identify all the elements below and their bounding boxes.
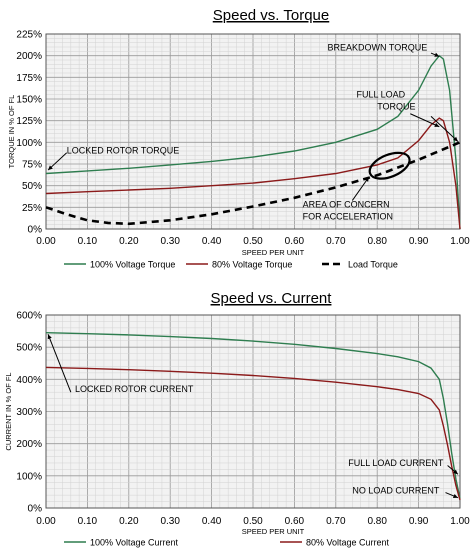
annotation-label: FULL LOAD CURRENT <box>348 458 444 468</box>
x-tick-label: 0.40 <box>202 236 222 247</box>
y-tick-label: 0% <box>28 504 43 515</box>
callout-arrows <box>47 334 459 499</box>
x-tick-label: 1.00 <box>450 516 470 527</box>
legend-item: 100% Voltage Current <box>64 538 179 548</box>
annotation-label: AREA OF CONCERN <box>303 199 390 209</box>
x-tick-label: 0.30 <box>160 516 180 527</box>
y-tick-label: 0% <box>28 225 43 236</box>
x-tick-label: 0.20 <box>119 236 139 247</box>
arrowhead <box>434 52 440 57</box>
arrowhead <box>364 177 369 182</box>
x-tick-label: 0.80 <box>367 236 387 247</box>
chart-title: Speed vs. Torque <box>213 7 329 24</box>
arrowhead <box>47 334 52 340</box>
y-tick-label: 100% <box>16 471 42 482</box>
annotation-label: BREAKDOWN TORQUE <box>328 42 428 52</box>
arrowhead <box>452 493 458 498</box>
grid <box>45 314 461 509</box>
x-tick-label: 0.90 <box>409 516 429 527</box>
y-tick-label: 75% <box>22 160 42 171</box>
arrowhead <box>434 122 440 127</box>
arrowhead <box>453 136 458 142</box>
y-tick-label: 600% <box>16 311 42 322</box>
x-tick-label: 0.90 <box>409 236 429 247</box>
annotation-label: NO LOAD CURRENT <box>352 486 440 496</box>
x-tick-label: 0.00 <box>36 236 56 247</box>
legend-label: 100% Voltage Current <box>90 538 179 548</box>
arrowhead <box>48 165 53 171</box>
y-tick-label: 200% <box>16 51 42 62</box>
y-axis-label: CURRENT IN % OF FL <box>4 372 13 450</box>
series-line-2 <box>45 117 461 230</box>
y-tick-label: 150% <box>16 95 42 106</box>
x-tick-label: 0.60 <box>285 516 305 527</box>
grid <box>45 33 461 230</box>
annotation-label: LOCKED ROTOR TORQUE <box>67 146 180 156</box>
area-of-concern-ellipse <box>368 151 411 180</box>
series-line-2 <box>45 366 461 501</box>
legend-label: 80% Voltage Torque <box>212 260 292 270</box>
legend-item: 100% Voltage Torque <box>64 260 175 270</box>
plot-border <box>45 33 461 230</box>
y-tick-label: 125% <box>16 116 42 127</box>
x-tick-label: 0.00 <box>36 516 56 527</box>
legend-item: Load Torque <box>322 260 398 270</box>
x-tick-label: 0.70 <box>326 516 346 527</box>
x-tick-label: 1.00 <box>450 236 470 247</box>
series-line-1 <box>45 54 461 230</box>
y-tick-label: 50% <box>22 181 42 192</box>
callout-arrow <box>47 334 72 393</box>
legend-item: 80% Voltage Current <box>280 538 390 548</box>
y-tick-label: 100% <box>16 138 42 149</box>
x-tick-label: 0.10 <box>78 236 98 247</box>
legend-label: 80% Voltage Current <box>306 538 390 548</box>
chart-title: Speed vs. Current <box>211 290 333 307</box>
x-tick-label: 0.60 <box>285 236 305 247</box>
annotation-label: TORQUE <box>377 101 415 111</box>
x-tick-label: 0.40 <box>202 516 222 527</box>
x-tick-label: 0.30 <box>160 236 180 247</box>
legend-label: Load Torque <box>348 260 398 270</box>
callout-arrow <box>430 115 459 142</box>
series-line-1 <box>45 332 461 499</box>
legend-label: 100% Voltage Torque <box>90 260 175 270</box>
y-tick-label: 400% <box>16 375 42 386</box>
x-axis-label: SPEED PER UNIT <box>242 527 305 536</box>
annotation-label: LOCKED ROTOR CURRENT <box>75 384 194 394</box>
chart-1: Speed vs. Torque 0.00 0.10 0.20 0.30 0.40 0.50… <box>7 7 470 270</box>
y-tick-label: 300% <box>16 407 42 418</box>
x-tick-label: 0.50 <box>243 516 263 527</box>
y-tick-label: 225% <box>16 30 42 41</box>
annotation-label: FULL LOAD <box>357 89 406 99</box>
callout-arrows <box>47 52 459 201</box>
x-tick-label: 0.50 <box>243 236 263 247</box>
arrowhead <box>453 469 458 475</box>
x-tick-label: 0.10 <box>78 516 98 527</box>
callout-arrow <box>410 113 440 128</box>
x-tick-label: 0.20 <box>119 516 139 527</box>
y-tick-label: 175% <box>16 73 42 84</box>
y-axis-label: TORQUE IN % OF FL <box>7 95 16 169</box>
y-tick-label: 500% <box>16 343 42 354</box>
x-tick-label: 0.80 <box>367 516 387 527</box>
x-axis-label: SPEED PER UNIT <box>242 248 305 257</box>
y-tick-label: 200% <box>16 439 42 450</box>
callout-arrow <box>351 176 370 201</box>
series-line-3 <box>45 141 461 226</box>
y-tick-label: 25% <box>22 203 42 214</box>
plot-border <box>45 314 461 509</box>
chart-2: Speed vs. Current 0.00 0.10 0.20 0.30 0.40 0.5… <box>4 290 470 548</box>
x-tick-label: 0.70 <box>326 236 346 247</box>
legend-item: 80% Voltage Torque <box>186 260 292 270</box>
annotation-label: FOR ACCELERATION <box>303 211 393 221</box>
